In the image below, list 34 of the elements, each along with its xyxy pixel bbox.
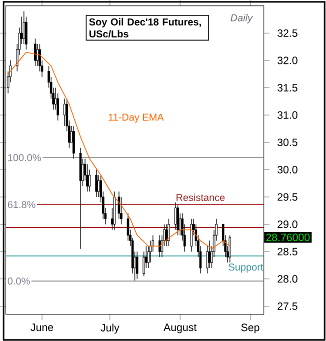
- y-tick-label: 30.5: [278, 138, 298, 146]
- y-tick-label: 28.5: [278, 248, 298, 256]
- x-tick-label: August: [164, 324, 197, 334]
- x-tick-label: July: [100, 324, 120, 334]
- y-tick-label: 29.5: [278, 193, 298, 201]
- candlestick: [22, 10, 26, 44]
- annotation: 61.8%: [8, 201, 36, 208]
- text: 28.76000: [266, 234, 310, 242]
- candlestick: [34, 38, 37, 66]
- candlestick: [176, 204, 180, 236]
- candlestick: [190, 218, 193, 252]
- y-tick-label: 31.5: [278, 84, 298, 92]
- annotation: Support: [228, 264, 264, 273]
- candlestick: [136, 251, 138, 280]
- y-tick-label: 28.0: [278, 275, 298, 283]
- x-tick-label: Sep: [241, 324, 260, 334]
- x-tick-label: June: [30, 324, 54, 332]
- text: 11-Day EMA: [108, 114, 164, 123]
- candlestick: [228, 234, 232, 263]
- y-tick-label: 30.0: [278, 166, 298, 174]
- annotation: 0.0%: [8, 278, 30, 285]
- candlestick: [168, 218, 170, 246]
- y-tick-label: 32.5: [278, 29, 298, 37]
- annotation: Daily: [230, 14, 254, 24]
- annotation: Resistance: [176, 194, 225, 202]
- candlestick: [158, 234, 162, 258]
- candlestick: [95, 169, 98, 198]
- y-tick-label: 31.0: [278, 111, 298, 119]
- text: Soy Oil Dec'18 Futures, USc/Lbs: [89, 18, 202, 38]
- candlestick: [72, 126, 76, 160]
- y-tick-label: 29.0: [278, 220, 298, 228]
- y-tick-label: 27.5: [278, 302, 298, 310]
- annotation: 100.0%: [8, 154, 42, 162]
- y-tick-label: 32.0: [278, 56, 298, 64]
